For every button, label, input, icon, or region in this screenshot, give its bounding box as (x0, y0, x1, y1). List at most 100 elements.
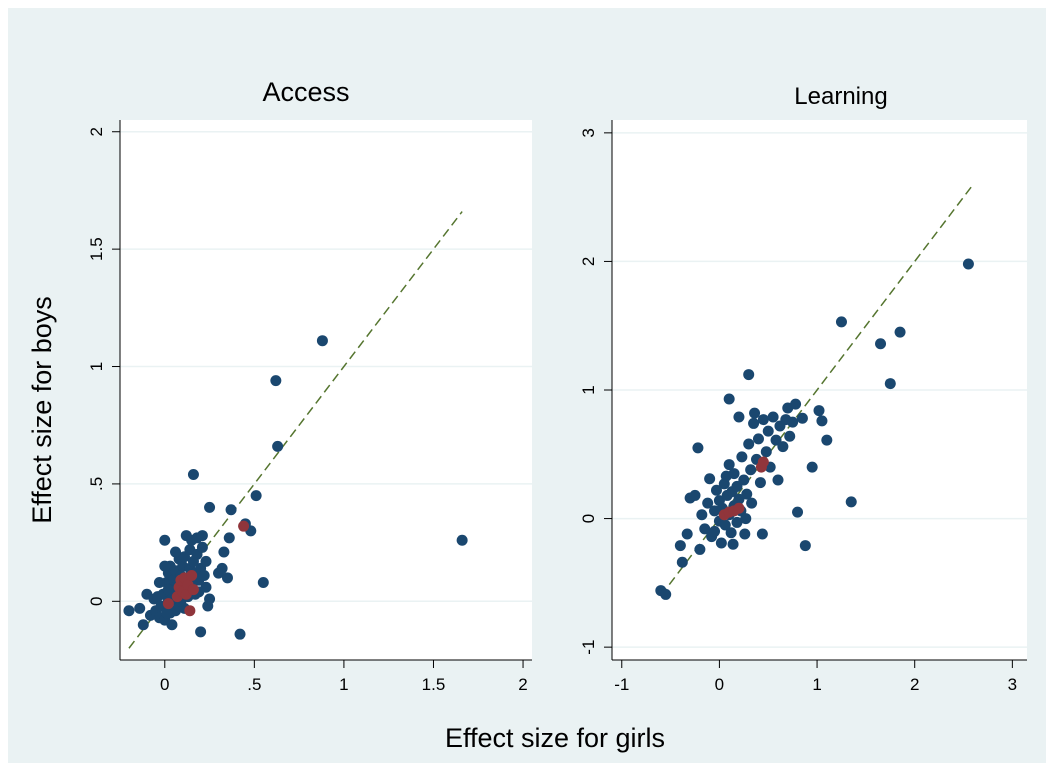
data-point (257, 577, 269, 589)
data-point (689, 489, 701, 501)
x-tick-label: 3 (1008, 675, 1017, 694)
data-point (787, 416, 799, 428)
data-point (204, 593, 216, 605)
data-point (748, 417, 760, 429)
data-point (733, 502, 745, 514)
data-point (159, 534, 171, 546)
x-tick-label: 1.5 (422, 675, 446, 694)
data-point (845, 496, 857, 508)
panel-title-learning: Learning (794, 83, 887, 110)
data-point (723, 459, 735, 471)
data-point (821, 434, 833, 446)
data-point (676, 556, 688, 568)
data-point (704, 473, 716, 485)
data-point (767, 411, 779, 423)
panel-learning: Learning -1 0 1 2 3 -1 0 1 2 3 (579, 83, 1027, 694)
data-point (725, 527, 737, 539)
y-tick-label: 0 (87, 597, 106, 606)
series-0 (123, 335, 468, 640)
data-point (962, 258, 974, 270)
data-point (316, 335, 328, 347)
data-point (772, 474, 784, 486)
data-point (733, 411, 745, 423)
x-tick-label: 1 (339, 675, 348, 694)
data-point (749, 407, 761, 419)
data-point (692, 442, 704, 454)
data-point (196, 530, 208, 542)
data-point (674, 540, 686, 552)
data-point (777, 441, 789, 453)
data-point (813, 405, 825, 417)
x-tick-label: 0 (160, 675, 169, 694)
data-point (738, 474, 750, 486)
data-point (184, 605, 196, 617)
x-tick-label: 2 (518, 675, 527, 694)
y-tick-label: 1 (87, 362, 106, 371)
data-point (225, 504, 237, 516)
data-point (709, 525, 721, 537)
data-point (757, 414, 769, 426)
data-point (736, 451, 748, 463)
data-point (699, 523, 711, 535)
data-point (216, 562, 228, 574)
data-point (234, 628, 246, 640)
data-point (200, 555, 212, 567)
data-point (760, 446, 772, 458)
data-point (784, 430, 796, 442)
data-point (875, 338, 887, 350)
data-point (162, 598, 174, 610)
data-point (741, 488, 753, 500)
data-point (272, 440, 284, 452)
data-point (743, 369, 755, 381)
y-tick-label: 1.5 (87, 237, 106, 261)
data-point (894, 326, 906, 338)
data-point (727, 538, 739, 550)
data-point (796, 412, 808, 424)
data-point (204, 501, 216, 513)
data-point (198, 569, 210, 581)
data-point (835, 316, 847, 328)
series-1 (718, 456, 769, 521)
data-point (799, 540, 811, 552)
y-tick-label: .5 (87, 477, 106, 491)
data-point (137, 619, 149, 631)
data-point (238, 520, 250, 532)
data-point (719, 519, 731, 531)
data-point (166, 619, 178, 631)
y-tick-label: 1 (579, 385, 598, 394)
data-point (752, 433, 764, 445)
data-point (162, 584, 174, 596)
y-tick-label: 2 (579, 257, 598, 266)
series-1 (162, 520, 250, 617)
data-point (186, 569, 198, 581)
panel-access: Access 0 .5 1 1.5 2 0 .5 1 1.5 2 (87, 77, 532, 694)
data-point (221, 572, 233, 584)
data-point (723, 393, 735, 405)
data-point (270, 375, 282, 387)
data-point (187, 584, 199, 596)
x-tick-label: -1 (614, 675, 629, 694)
data-point (715, 537, 727, 549)
data-point (745, 464, 757, 476)
data-point (123, 605, 135, 617)
panel-title-access: Access (262, 77, 349, 107)
data-point (134, 602, 146, 614)
y-tick-label: 2 (87, 127, 106, 136)
data-point (196, 541, 208, 553)
y-tick-label: 0 (579, 514, 598, 523)
x-tick-label: 0 (715, 675, 724, 694)
data-point (754, 477, 766, 489)
y-tick-label: 3 (579, 128, 598, 137)
y-tick-label: -1 (579, 640, 598, 655)
data-point (223, 532, 235, 544)
data-point (702, 497, 714, 509)
data-point (200, 581, 212, 593)
data-point (170, 546, 182, 558)
data-point (884, 378, 896, 390)
data-point (740, 513, 752, 525)
data-point (250, 490, 262, 502)
data-point (746, 497, 758, 509)
data-point (660, 588, 672, 600)
data-point (218, 546, 230, 558)
